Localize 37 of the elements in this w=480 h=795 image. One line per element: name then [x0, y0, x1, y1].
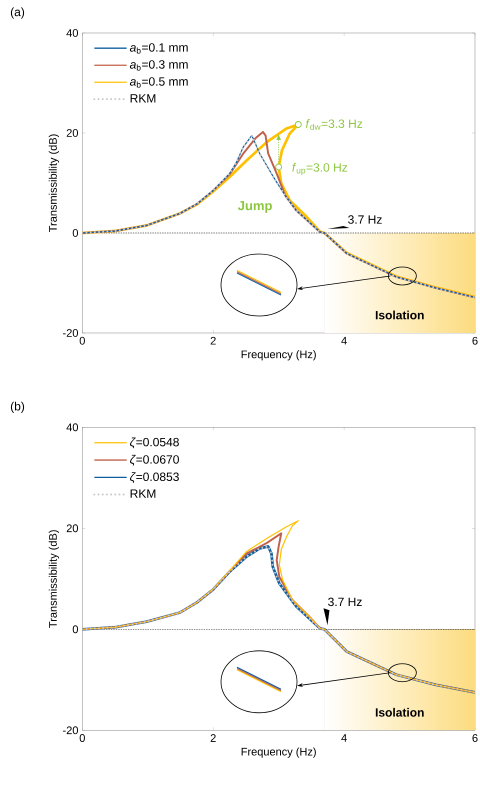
- legend-label: ζ=0.0853: [130, 472, 179, 484]
- x-tick-label: 6: [472, 336, 478, 345]
- x-tick-label: 0: [80, 734, 85, 742]
- legend-label: a$_{b}$=0.1 mm: [130, 43, 188, 54]
- x-tick-label: 6: [472, 734, 478, 742]
- x-tick-label: 2: [210, 734, 216, 742]
- annotation: 3.7 Hz: [328, 598, 362, 606]
- x-tick-label: 4: [341, 734, 347, 742]
- annotation: Jump: [238, 201, 272, 213]
- legend-label: ζ=0.0548: [130, 438, 179, 448]
- legend-label: ζ=0.0670: [130, 454, 179, 466]
- x-axis-title: Frequency (Hz): [242, 747, 316, 758]
- legend-label: a$_{b}$=0.5 mm: [130, 77, 188, 88]
- band-label: Isolation: [376, 708, 424, 717]
- y-tick-label: -20: [63, 726, 78, 734]
- x-tick-label: 4: [341, 336, 347, 344]
- y-axis-title: Transmissibility (dB): [48, 134, 60, 232]
- x-axis-title: Frequency (Hz): [242, 350, 316, 360]
- annotation: f$_{dw}$=3.3 Hz: [306, 119, 362, 130]
- chart-title: (a): [10, 7, 24, 19]
- legend-label: RKM: [130, 94, 156, 102]
- y-tick-label: 40: [66, 29, 78, 37]
- y-tick-label: 0: [72, 229, 78, 237]
- band-label: Isolation: [376, 310, 424, 320]
- annotation: f$_{up}$=3.0 Hz: [292, 162, 348, 176]
- y-axis-title: Transmissibility (dB): [48, 530, 60, 628]
- y-tick-label: 40: [66, 423, 78, 432]
- x-tick-label: 2: [210, 336, 216, 345]
- y-tick-label: 0: [72, 625, 78, 634]
- annotation: 3.7 Hz: [348, 215, 382, 224]
- y-tick-label: -20: [63, 329, 78, 337]
- x-tick-label: 0: [80, 336, 85, 345]
- y-tick-label: 20: [66, 524, 78, 532]
- y-tick-label: 20: [66, 129, 78, 137]
- chart-title: (b): [10, 402, 24, 413]
- legend-label: RKM: [130, 490, 156, 498]
- legend-label: a$_{b}$=0.3 mm: [130, 60, 188, 71]
